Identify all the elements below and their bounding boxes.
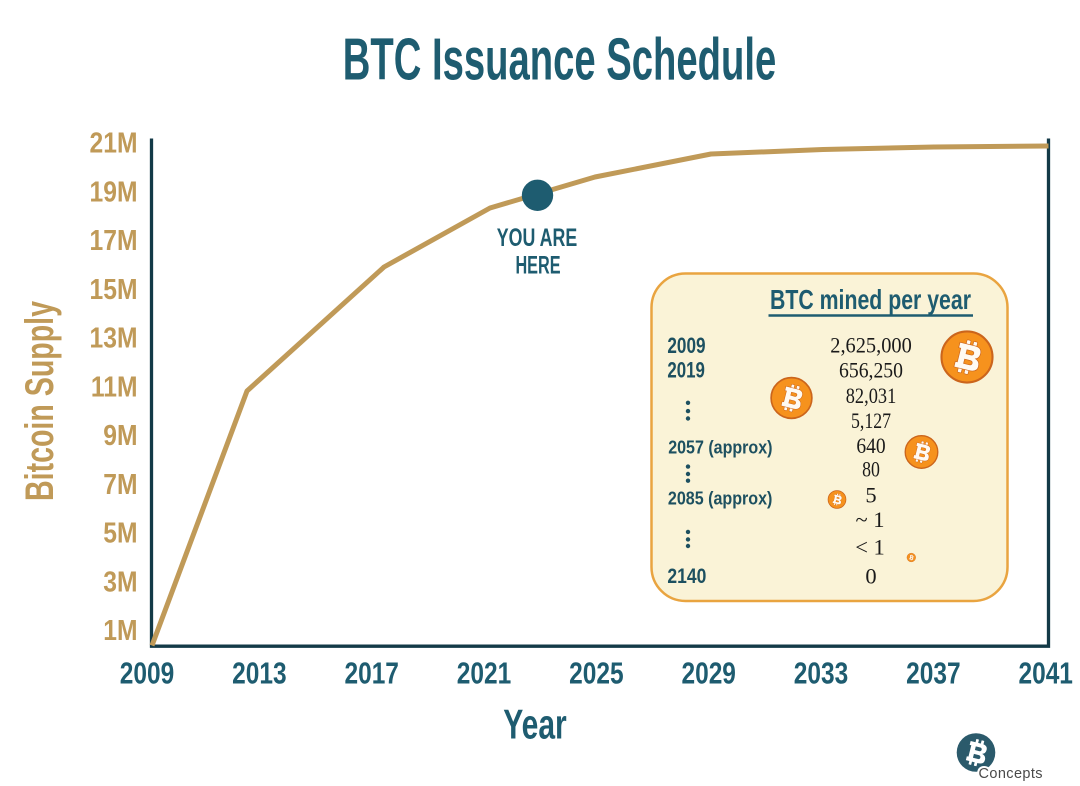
svg-text:2140: 2140 [667,565,706,588]
svg-text:Concepts: Concepts [979,766,1043,782]
svg-text:BTC mined per year: BTC mined per year [770,284,971,315]
svg-text:5M: 5M [103,517,137,549]
svg-text:82,031: 82,031 [846,383,897,408]
svg-text:2025: 2025 [569,656,623,690]
svg-text:2037: 2037 [906,656,960,690]
svg-text:640: 640 [856,433,885,458]
svg-text:15M: 15M [90,273,138,305]
svg-text:HERE: HERE [515,251,560,279]
svg-text:2085 (approx): 2085 (approx) [668,488,773,509]
svg-text:BTC Issuance Schedule: BTC Issuance Schedule [343,26,777,93]
svg-text:2017: 2017 [344,656,398,690]
svg-text:80: 80 [862,457,880,482]
svg-text:2041: 2041 [1018,656,1072,690]
svg-text:5: 5 [865,483,876,508]
svg-text:3M: 3M [103,566,137,598]
svg-text:2029: 2029 [681,656,735,690]
svg-text:2013: 2013 [232,656,286,690]
svg-text:YOU ARE: YOU ARE [497,224,577,252]
svg-text:2,625,000: 2,625,000 [830,333,912,358]
svg-text:< 1: < 1 [855,535,885,560]
svg-text:7M: 7M [103,468,137,500]
svg-text:656,250: 656,250 [839,358,903,383]
svg-text:2009: 2009 [667,333,705,358]
svg-text:2019: 2019 [667,358,705,383]
svg-text:1M: 1M [103,614,137,646]
svg-text:2009: 2009 [120,656,174,690]
svg-text:2033: 2033 [794,656,848,690]
svg-text:9M: 9M [103,419,137,451]
svg-text:0: 0 [865,563,876,588]
svg-text:5,127: 5,127 [851,408,891,433]
svg-text:~ 1: ~ 1 [855,507,884,532]
svg-text:Bitcoin Supply: Bitcoin Supply [18,300,62,501]
svg-text:17M: 17M [90,224,138,256]
svg-text:2057 (approx): 2057 (approx) [668,436,772,457]
svg-text:2021: 2021 [457,656,511,690]
svg-text:13M: 13M [90,322,138,354]
svg-text:Year: Year [503,700,567,747]
svg-text:21M: 21M [90,127,138,159]
svg-text:11M: 11M [91,371,138,403]
svg-text:19M: 19M [90,176,138,208]
